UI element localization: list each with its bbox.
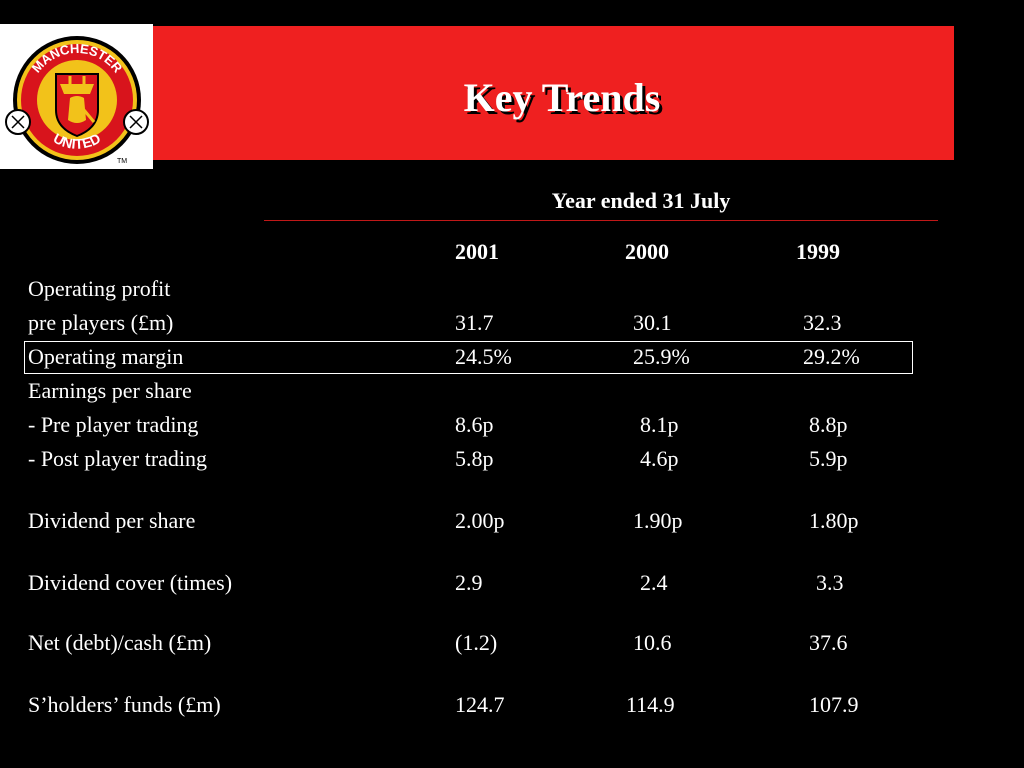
net-2001: (1.2) — [455, 630, 498, 655]
row-label-dividend-cover: Dividend cover (times) — [28, 570, 233, 595]
funds-2000: 114.9 — [626, 692, 675, 717]
svg-text:UNITED: UNITED — [51, 130, 103, 152]
eps-post-1999: 5.9p — [809, 446, 848, 471]
row-label-eps-post: - Post player trading — [28, 446, 208, 471]
row-label-dps: Dividend per share — [28, 508, 196, 533]
op-margin-2001: 24.5% — [455, 344, 512, 369]
eps-pre-1999: 8.8p — [809, 412, 848, 437]
year-header-1999: 1999 — [796, 239, 840, 264]
row-label-operating-margin: Operating margin — [28, 344, 184, 369]
op-profit-2001: 31.7 — [455, 310, 494, 335]
header-rule — [264, 220, 938, 221]
page-title: Key Trends — [463, 75, 661, 120]
row-label-eps: Earnings per share — [28, 378, 192, 403]
dps-1999: 1.80p — [809, 508, 859, 533]
funds-1999: 107.9 — [809, 692, 859, 717]
logo-bottom-text: UNITED — [51, 130, 103, 152]
op-margin-2000: 25.9% — [633, 344, 690, 369]
period-header: Year ended 31 July — [551, 188, 731, 213]
row-label-shareholders-funds: S’holders’ funds (£m) — [28, 692, 221, 717]
funds-2001: 124.7 — [455, 692, 505, 717]
cover-2001: 2.9 — [455, 570, 483, 595]
row-label-eps-pre: - Pre player trading — [28, 412, 199, 437]
row-label-operating-profit: Operating profit — [28, 276, 171, 301]
club-crest-logo: MANCHESTER UNITED TM — [0, 24, 153, 169]
title-band — [153, 26, 954, 160]
eps-pre-2000: 8.1p — [640, 412, 679, 437]
row-label-net-cash: Net (debt)/cash (£m) — [28, 630, 212, 655]
op-margin-1999: 29.2% — [803, 344, 860, 369]
operating-margin-highlight — [24, 341, 913, 374]
op-profit-1999: 32.3 — [803, 310, 842, 335]
cover-1999: 3.3 — [816, 570, 844, 595]
net-2000: 10.6 — [633, 630, 672, 655]
eps-post-2000: 4.6p — [640, 446, 679, 471]
eps-post-2001: 5.8p — [455, 446, 494, 471]
logo-trademark: TM — [117, 158, 127, 165]
row-label-pre-players: pre players (£m) — [28, 310, 174, 335]
cover-2000: 2.4 — [640, 570, 668, 595]
dps-2000: 1.90p — [633, 508, 683, 533]
eps-pre-2001: 8.6p — [455, 412, 494, 437]
year-header-2001: 2001 — [455, 239, 499, 264]
dps-2001: 2.00p — [455, 508, 505, 533]
net-1999: 37.6 — [809, 630, 848, 655]
year-header-2000: 2000 — [625, 239, 669, 264]
op-profit-2000: 30.1 — [633, 310, 672, 335]
